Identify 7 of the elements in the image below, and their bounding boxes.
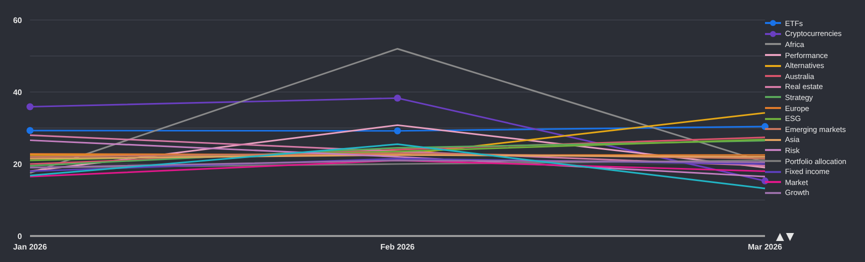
y-tick-label: 40 — [13, 88, 23, 97]
y-tick-label: 20 — [13, 160, 23, 169]
y-tick-label: 60 — [13, 16, 23, 25]
y-tick-label: 0 — [18, 232, 23, 241]
x-tick-label: Jan 2026 — [13, 242, 48, 252]
x-tick-label: Feb 2026 — [380, 242, 416, 252]
x-tick-label: Mar 2026 — [748, 242, 783, 252]
